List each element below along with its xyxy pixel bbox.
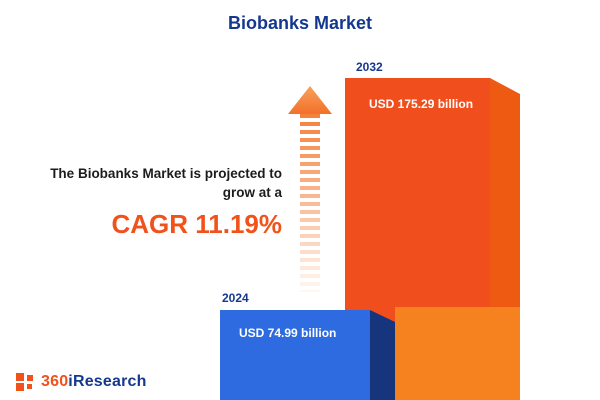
logo-text-iresearch: iResearch [68, 373, 147, 390]
bar-2024-year-label: 2024 [222, 291, 249, 305]
bar-2024-value-label: USD 74.99 billion [239, 326, 337, 340]
logo-text: 360iResearch [41, 373, 147, 391]
cagr-value: CAGR 11.19% [111, 209, 282, 239]
logo-pixel [27, 384, 32, 389]
bar-2024 [220, 310, 370, 400]
arrow-up-head-icon [288, 86, 332, 114]
logo-pixel [27, 375, 33, 381]
growth-annotation: The Biobanks Market is projected to grow… [0, 164, 282, 240]
logo-text-360: 360 [41, 373, 69, 390]
bar-2032-value-label: USD 175.29 billion [369, 97, 474, 111]
bar-2032-year-label: 2032 [356, 60, 383, 74]
page-title: Biobanks Market [227, 13, 373, 33]
brand-logo: 360iResearch [16, 373, 147, 391]
annotation-line-1: The Biobanks Market is projected to [50, 166, 282, 181]
annotation-line-2: grow at a [222, 185, 282, 200]
bar-2024-side-face [370, 310, 395, 400]
growth-arrow-icon [288, 86, 332, 292]
logo-pixel [16, 383, 24, 391]
logo-pixel [16, 373, 24, 381]
bar-2032-lower-shade [395, 307, 520, 400]
arrow-striped-shaft-icon [300, 114, 320, 292]
logo-mark-icon [16, 373, 34, 391]
